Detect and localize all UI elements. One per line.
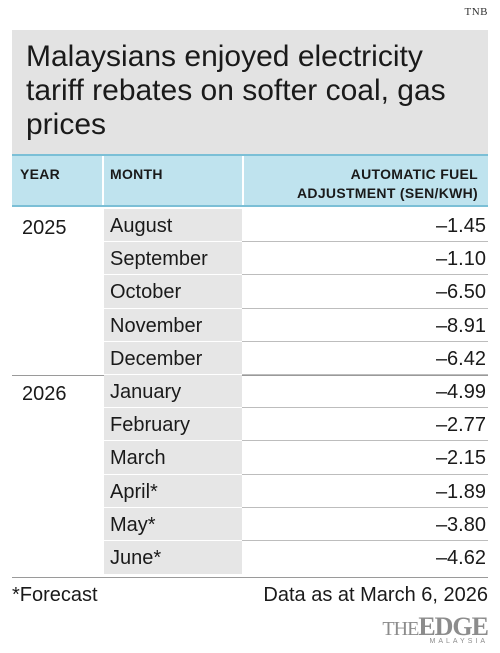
- table-row: March –2.15: [12, 441, 488, 475]
- month-cell: December: [104, 341, 242, 375]
- month-divider: [104, 506, 242, 508]
- row-divider: [104, 241, 488, 243]
- bottom-rule: [12, 577, 488, 578]
- year-cell: [12, 475, 102, 508]
- value-cell: –8.91: [435, 314, 486, 337]
- table-row: May* –3.80: [12, 507, 488, 541]
- header-year: YEAR: [20, 166, 61, 182]
- month-cell: February: [104, 408, 242, 442]
- value-cell: –6.42: [435, 347, 486, 370]
- month-cell: November: [104, 308, 242, 342]
- table-row: February –2.77: [12, 408, 488, 442]
- month-cell: January: [104, 374, 242, 409]
- value-cell: –3.80: [435, 513, 486, 536]
- data-date: Data as at March 6, 2026: [263, 584, 488, 606]
- year-cell: [12, 342, 102, 375]
- table-row: 2026 January –4.99: [12, 374, 488, 409]
- month-cell: August: [104, 209, 242, 243]
- header-afa-line2: ADJUSTMENT (SEN/KWH): [297, 185, 478, 201]
- value-cell: –1.45: [435, 215, 486, 237]
- value-cell: –6.50: [435, 281, 486, 304]
- table-row: 2025 August –1.45: [12, 209, 488, 243]
- row-divider: [104, 539, 488, 541]
- year-cell: [12, 441, 102, 474]
- table-row: November –8.91: [12, 308, 488, 342]
- footnote: *Forecast: [12, 584, 98, 606]
- title-box: Malaysians enjoyed electricity tariff re…: [12, 30, 488, 154]
- year-cell: [12, 275, 102, 308]
- table-row: October –6.50: [12, 275, 488, 309]
- row-divider: [104, 373, 488, 375]
- year-cell: [12, 508, 102, 541]
- month-divider: [104, 241, 242, 243]
- month-cell: September: [104, 242, 242, 276]
- month-divider: [104, 307, 242, 309]
- year-cell: 2026: [22, 382, 67, 405]
- year-cell: [12, 541, 102, 574]
- table-header: YEAR MONTH AUTOMATIC FUEL ADJUSTMENT (SE…: [12, 154, 488, 207]
- year-cell: [12, 242, 102, 275]
- header-month: MONTH: [110, 166, 163, 182]
- chart-title: Malaysians enjoyed electricity tariff re…: [26, 40, 446, 141]
- table-row: December –6.42: [12, 341, 488, 375]
- value-cell: –1.10: [435, 248, 486, 271]
- row-divider: [104, 440, 488, 442]
- row-divider: [104, 307, 488, 309]
- header-divider: [102, 156, 104, 205]
- month-divider: [104, 539, 242, 541]
- logo-sub: MALAYSIA: [429, 638, 488, 645]
- month-divider: [104, 407, 242, 409]
- month-cell: March: [104, 441, 242, 475]
- header-afa-line1: AUTOMATIC FUEL: [350, 166, 478, 182]
- table-body: 2025 August –1.45 September –1.10 October –6.5…: [12, 209, 488, 575]
- row-divider: [104, 340, 488, 342]
- row-divider: [104, 407, 488, 409]
- the-edge-logo: THEEDGE MALAYSIA: [366, 612, 489, 646]
- year-group-divider: [12, 374, 488, 376]
- month-cell: June*: [104, 540, 242, 575]
- month-cell: May*: [104, 507, 242, 541]
- month-divider: [104, 373, 242, 375]
- header-afa: AUTOMATIC FUEL ADJUSTMENT (SEN/KWH): [297, 165, 478, 203]
- table-row: April* –1.89: [12, 474, 488, 508]
- value-cell: –1.89: [435, 480, 486, 503]
- table-row: June* –4.62: [12, 540, 488, 575]
- source-label: TNB: [464, 6, 488, 18]
- month-cell: April*: [104, 474, 242, 508]
- value-cell: –2.15: [435, 447, 486, 470]
- month-divider: [104, 473, 242, 475]
- month-divider: [104, 440, 242, 442]
- row-divider: [104, 506, 488, 508]
- year-cell: [12, 309, 102, 342]
- value-cell: –2.77: [435, 414, 486, 437]
- month-divider: [104, 340, 242, 342]
- row-divider: [104, 473, 488, 475]
- table-row: September –1.10: [12, 242, 488, 276]
- value-cell: –4.62: [435, 546, 486, 569]
- row-divider: [104, 274, 488, 276]
- logo-wordmark: THEEDGE: [382, 612, 489, 641]
- value-cell: –4.99: [435, 380, 486, 403]
- month-divider: [104, 274, 242, 276]
- header-divider: [242, 156, 244, 205]
- month-cell: October: [104, 275, 242, 309]
- year-cell: 2025: [22, 217, 67, 239]
- year-cell: [12, 408, 102, 441]
